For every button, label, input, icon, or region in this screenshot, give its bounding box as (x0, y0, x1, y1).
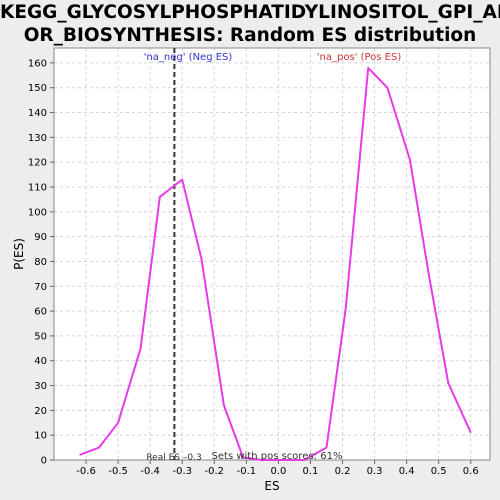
chart-title-line-2: OR_BIOSYNTHESIS: Random ES distribution (23, 25, 477, 46)
y-tick-label: 80 (34, 257, 47, 268)
y-tick-label: 60 (34, 307, 47, 318)
y-tick-label: 70 (34, 282, 47, 293)
chart-title: KEGG_GLYCOSYLPHOSPHATIDYLINOSITOL_GPI_AN… (0, 1, 500, 47)
y-tick-label: 40 (34, 356, 47, 367)
y-tick-label: 120 (28, 158, 47, 169)
x-tick-label: -0.5 (108, 466, 128, 477)
y-tick-label: 100 (28, 207, 47, 218)
x-tick-label: -0.2 (205, 466, 225, 477)
y-axis-title: P(ES) (12, 238, 26, 270)
x-tick-label: 0.0 (270, 466, 286, 477)
y-tick-label: 160 (28, 58, 47, 69)
y-tick-label: 0 (41, 456, 47, 467)
y-tick-label: 30 (34, 381, 47, 392)
pos-scores-label: Sets with pos scores: 61% (212, 451, 343, 462)
x-tick-label: 0.1 (303, 466, 319, 477)
x-tick-label: 0.3 (367, 466, 383, 477)
y-tick-label: 90 (34, 232, 47, 243)
y-tick-label: 20 (34, 406, 47, 417)
x-tick-label: -0.3 (172, 466, 192, 477)
x-tick-label: 0.4 (399, 466, 415, 477)
y-tick-label: 10 (34, 431, 47, 442)
es-distribution-line (79, 66, 472, 461)
x-tick-label: -0.1 (237, 466, 257, 477)
y-tick-label: 130 (28, 133, 47, 144)
x-tick-label: 0.5 (431, 466, 447, 477)
x-axis-title: ES (264, 479, 279, 493)
y-tick-label: 150 (28, 83, 47, 94)
chart-title-line-1: KEGG_GLYCOSYLPHOSPHATIDYLINOSITOL_GPI_AN… (0, 2, 500, 23)
x-tick-label: -0.6 (76, 466, 96, 477)
x-tick-label: 0.2 (335, 466, 351, 477)
y-tick-label: 140 (28, 108, 47, 119)
pos-es-label: 'na_pos' (Pos ES) (317, 52, 402, 63)
y-tick-label: 50 (34, 331, 47, 342)
real-es-label: Real ES –0.3 (146, 453, 201, 463)
y-tick-label: 110 (28, 182, 47, 193)
x-tick-label: -0.4 (140, 466, 160, 477)
x-tick-label: 0.6 (463, 466, 479, 477)
neg-es-label: 'na_neg' (Neg ES) (144, 52, 233, 63)
